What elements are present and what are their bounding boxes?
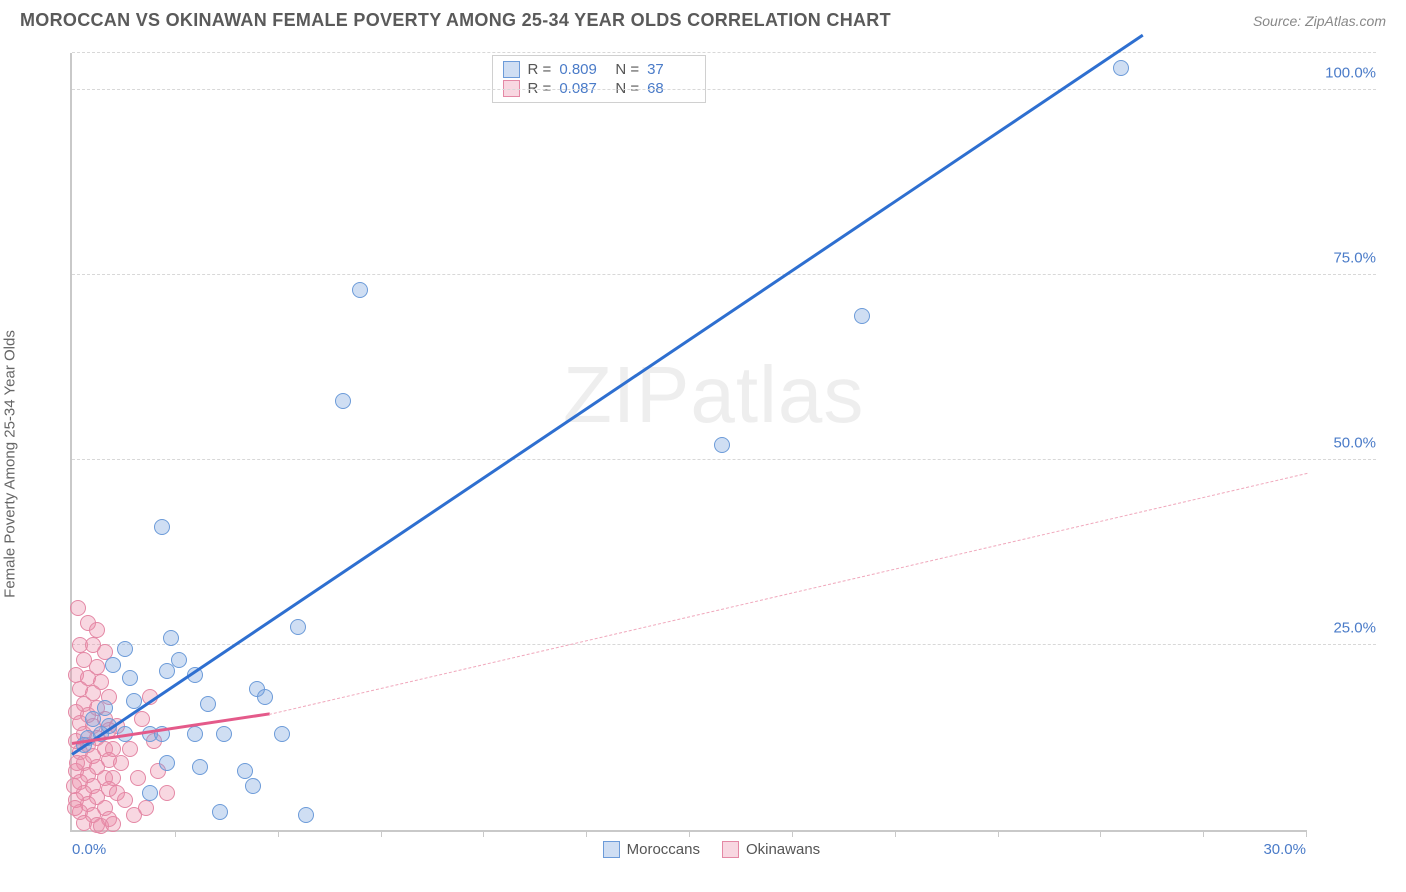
scatter-point-a xyxy=(216,726,232,742)
scatter-point-a xyxy=(237,763,253,779)
legend-stats-box: R =0.809N =37R =0.087N =68 xyxy=(492,55,707,103)
scatter-point-a xyxy=(85,711,101,727)
trend-line-a xyxy=(71,34,1144,756)
x-tick xyxy=(278,830,279,837)
scatter-point-a xyxy=(298,807,314,823)
stat-n-value: 37 xyxy=(647,61,695,78)
scatter-point-a xyxy=(117,641,133,657)
scatter-point-a xyxy=(212,804,228,820)
scatter-point-b xyxy=(130,770,146,786)
stat-n-label: N = xyxy=(615,61,639,78)
x-tick xyxy=(381,830,382,837)
x-tick xyxy=(1306,830,1307,837)
trend-line-b xyxy=(269,473,1307,715)
scatter-point-b xyxy=(67,800,83,816)
x-tick xyxy=(1203,830,1204,837)
scatter-point-a xyxy=(171,652,187,668)
x-tick xyxy=(175,830,176,837)
x-tick-label: 30.0% xyxy=(1263,841,1306,858)
scatter-point-b xyxy=(138,800,154,816)
x-tick xyxy=(998,830,999,837)
x-tick xyxy=(586,830,587,837)
series-legend: Moroccans Okinawans xyxy=(603,841,821,858)
scatter-point-a xyxy=(335,393,351,409)
gridline-h xyxy=(72,459,1376,460)
scatter-point-a xyxy=(245,778,261,794)
legend-label: Moroccans xyxy=(627,841,700,858)
scatter-point-b xyxy=(159,785,175,801)
gridline-h xyxy=(72,52,1376,53)
scatter-point-b xyxy=(69,755,85,771)
stat-r-value: 0.809 xyxy=(559,61,607,78)
plot-area: ZIPatlas R =0.809N =37R =0.087N =68 Moro… xyxy=(70,53,1306,832)
scatter-point-b xyxy=(117,792,133,808)
scatter-point-b xyxy=(113,755,129,771)
watermark-bold: ZIP xyxy=(563,350,690,439)
gridline-h xyxy=(72,89,1376,90)
x-tick xyxy=(1100,830,1101,837)
scatter-point-b xyxy=(89,622,105,638)
scatter-point-a xyxy=(200,696,216,712)
scatter-point-a xyxy=(105,657,121,673)
scatter-point-b xyxy=(105,816,121,832)
watermark-light: atlas xyxy=(690,350,864,439)
scatter-point-a xyxy=(163,630,179,646)
chart-title: MOROCCAN VS OKINAWAN FEMALE POVERTY AMON… xyxy=(20,10,891,31)
y-tick-label: 75.0% xyxy=(1316,250,1376,267)
x-tick xyxy=(689,830,690,837)
legend-label: Okinawans xyxy=(746,841,820,858)
x-tick xyxy=(895,830,896,837)
scatter-point-a xyxy=(290,619,306,635)
scatter-point-a xyxy=(274,726,290,742)
legend-item: Okinawans xyxy=(722,841,820,858)
x-tick xyxy=(483,830,484,837)
x-tick xyxy=(792,830,793,837)
gridline-h xyxy=(72,644,1376,645)
scatter-point-b xyxy=(66,778,82,794)
scatter-point-a xyxy=(122,670,138,686)
legend-swatch xyxy=(603,841,620,858)
y-tick-label: 25.0% xyxy=(1316,620,1376,637)
y-axis-label: Female Poverty Among 25-34 Year Olds xyxy=(2,330,19,598)
scatter-point-a xyxy=(257,689,273,705)
gridline-h xyxy=(72,274,1376,275)
chart-container: Female Poverty Among 25-34 Year Olds ZIP… xyxy=(20,45,1386,882)
y-tick-label: 100.0% xyxy=(1316,65,1376,82)
scatter-point-a xyxy=(352,282,368,298)
scatter-point-a xyxy=(97,700,113,716)
scatter-point-b xyxy=(134,711,150,727)
scatter-point-b xyxy=(122,741,138,757)
scatter-point-a xyxy=(187,726,203,742)
legend-item: Moroccans xyxy=(603,841,700,858)
scatter-point-a xyxy=(142,785,158,801)
legend-swatch xyxy=(503,61,520,78)
scatter-point-a xyxy=(159,663,175,679)
stat-r-label: R = xyxy=(528,61,552,78)
scatter-point-a xyxy=(159,755,175,771)
source-name: ZipAtlas.com xyxy=(1305,13,1386,29)
legend-stat-row: R = 0.809 N = 37 xyxy=(503,60,696,79)
source-attribution: Source: ZipAtlas.com xyxy=(1253,13,1386,29)
x-tick-label: 0.0% xyxy=(72,841,106,858)
scatter-point-a xyxy=(1113,60,1129,76)
scatter-point-a xyxy=(192,759,208,775)
scatter-point-a xyxy=(854,308,870,324)
legend-swatch xyxy=(722,841,739,858)
scatter-point-a xyxy=(154,519,170,535)
scatter-point-a xyxy=(714,437,730,453)
y-tick-label: 50.0% xyxy=(1316,435,1376,452)
scatter-point-b xyxy=(70,600,86,616)
source-prefix: Source: xyxy=(1253,13,1305,29)
